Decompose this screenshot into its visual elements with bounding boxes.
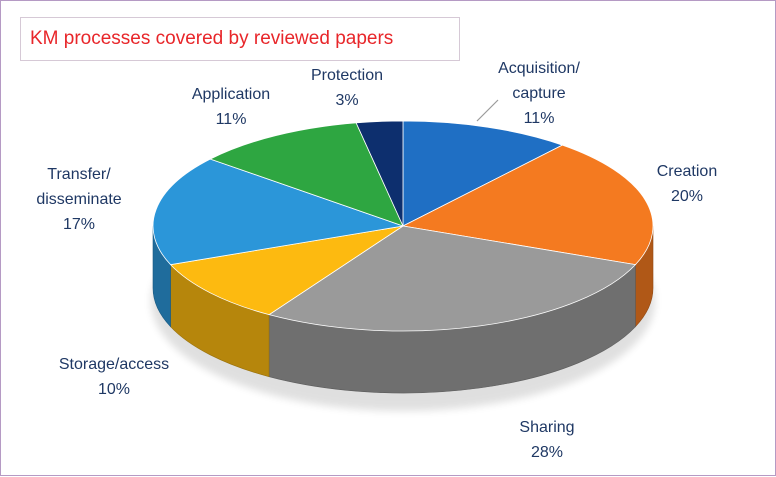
pie-slice-transfer	[152, 158, 404, 266]
pie-label-storage: Storage/access 10%	[59, 356, 169, 398]
pie-slice-application	[209, 122, 404, 227]
pie-name-label-creation: Creation	[657, 163, 717, 180]
pie-slice-creation	[401, 144, 654, 266]
pie-value-label-storage: 10%	[98, 381, 130, 398]
pie-name-label-application: Application	[192, 86, 270, 103]
pie-label-application: Application 11%	[192, 86, 270, 128]
pie-label-protection: Protection 3%	[311, 67, 383, 109]
pie-name-label-sharing: Sharing	[519, 419, 574, 436]
chart-title-box: KM processes covered by reviewed papers	[20, 17, 460, 61]
pie-label-transfer: Transfer/disseminate 17%	[36, 166, 121, 233]
pie-name-label-protection: Protection	[311, 67, 383, 84]
pie-name-label-transfer: disseminate	[36, 191, 121, 208]
pie-value-label-application: 11%	[216, 111, 247, 128]
pie-label-acquisition: Acquisition/capture 11%	[498, 60, 580, 127]
pie-value-label-transfer: 17%	[63, 216, 95, 233]
pie-value-label-creation: 20%	[671, 188, 703, 205]
pie-name-label-acquisition: capture	[512, 85, 565, 102]
pie-name-label-transfer: Transfer/	[47, 166, 111, 183]
pie-slice-sharing	[268, 225, 637, 332]
pie-label-creation: Creation 20%	[657, 163, 717, 205]
pie-name-label-acquisition: Acquisition/	[498, 60, 580, 77]
pie-name-label-storage: Storage/access	[59, 356, 169, 373]
pie-value-label-acquisition: 11%	[524, 110, 555, 127]
pie-value-label-protection: 3%	[335, 92, 358, 109]
pie-label-sharing: Sharing 28%	[519, 419, 574, 461]
leader-line-acquisition	[476, 99, 499, 122]
pie-slice-acquisition	[402, 120, 564, 227]
pie-value-label-sharing: 28%	[531, 444, 563, 461]
pie-slice-protection	[355, 120, 404, 227]
chart-title: KM processes covered by reviewed papers	[30, 28, 394, 49]
pie-slice-storage	[169, 225, 404, 316]
